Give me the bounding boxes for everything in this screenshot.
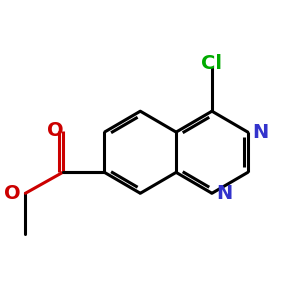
Text: O: O — [47, 121, 64, 140]
Text: N: N — [252, 123, 268, 142]
Text: O: O — [4, 184, 21, 203]
Text: N: N — [216, 184, 233, 203]
Text: Cl: Cl — [201, 54, 222, 73]
